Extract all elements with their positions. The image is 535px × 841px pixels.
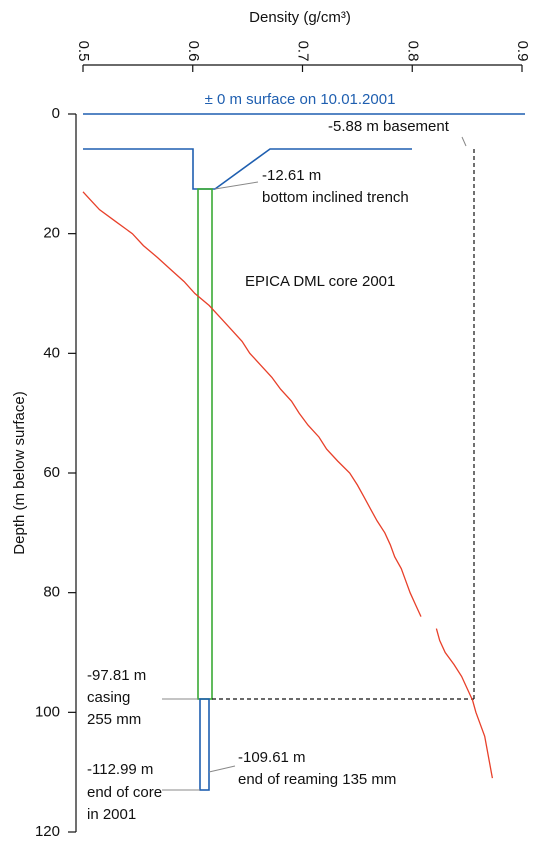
casing [197,188,213,700]
core-hole [199,698,210,791]
y-tick-label: 40 [43,344,60,361]
y-tick-label: 20 [43,225,60,242]
borehole [83,113,525,791]
annotation: -109.61 m [238,749,306,766]
x-tick-label: 0.7 [295,41,312,62]
annotation: -112.99 m [87,761,153,778]
annotation: 255 mm [87,711,141,728]
annotation: in 2001 [87,806,136,823]
leader [461,136,467,147]
x-axis-label: Density (g/cm³) [249,9,351,26]
annotation: end of reaming 135 mm [238,771,396,788]
trench [83,148,412,190]
x-tick-label: 0.8 [404,41,421,62]
leader [208,765,236,773]
annotation: ± 0 m surface on 10.01.2001 [205,91,396,108]
annotation: -5.88 m basement [328,118,450,135]
y-axis-label: Depth (m below surface) [11,391,28,554]
density-line [82,191,494,779]
leader [214,181,259,190]
annotation: -97.81 m [87,667,146,684]
y-tick-label: 0 [52,105,60,122]
x-tick-label: 0.5 [75,41,92,62]
y-tick-label: 60 [43,464,60,481]
y-tick-label: 120 [35,823,60,840]
x-tick-label: 0.6 [185,41,202,62]
y-tick-label: 80 [43,584,60,601]
annotation: EPICA DML core 2001 [245,273,395,290]
y-tick-label: 100 [35,703,60,720]
annotation: casing [87,689,130,706]
annotation: bottom inclined trench [262,189,409,206]
annotation: end of core [87,784,162,801]
x-tick-label: 0.9 [514,41,531,62]
annotation: -12.61 m [262,167,321,184]
